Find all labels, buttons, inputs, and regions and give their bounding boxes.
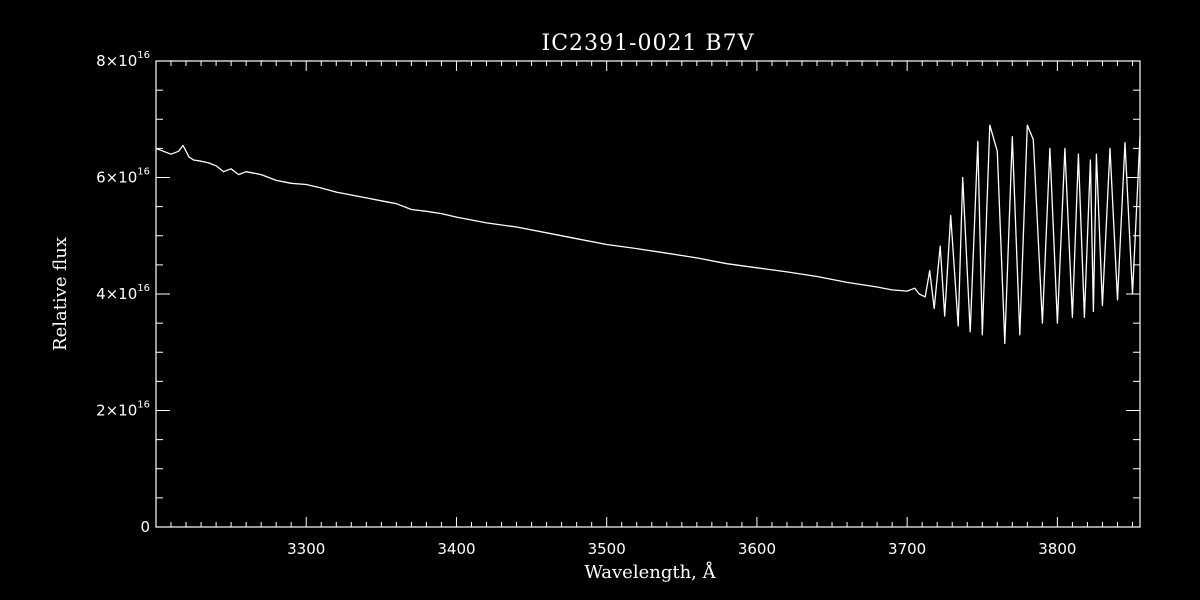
x-tick-label: 3700	[888, 540, 926, 558]
y-tick-label: 4×1016	[96, 283, 150, 303]
x-tick-label: 3400	[437, 540, 475, 558]
plot-frame	[155, 60, 1141, 528]
x-tick-label: 3500	[588, 540, 626, 558]
x-axis-label: Wavelength, Å	[584, 561, 716, 583]
y-axis-label: Relative flux	[50, 237, 71, 351]
x-axis-ticks: 3300 3400 3500 3600 3700 3800	[155, 61, 1133, 558]
y-tick-label: 6×1016	[96, 167, 150, 187]
chart-title: IC2391-0021 B7V	[542, 31, 755, 56]
x-tick-label: 3300	[287, 540, 325, 558]
y-tick-label: 2×1016	[96, 400, 150, 420]
y-axis-ticks: 0 2×1016 4×1016 6×1016 8×1016	[96, 50, 1140, 536]
y-tick-label: 0	[140, 518, 150, 536]
x-tick-label: 3600	[738, 540, 776, 558]
x-tick-label: 3800	[1038, 540, 1076, 558]
y-tick-label: 8×1016	[96, 50, 150, 70]
spectrum-line	[155, 124, 1141, 345]
